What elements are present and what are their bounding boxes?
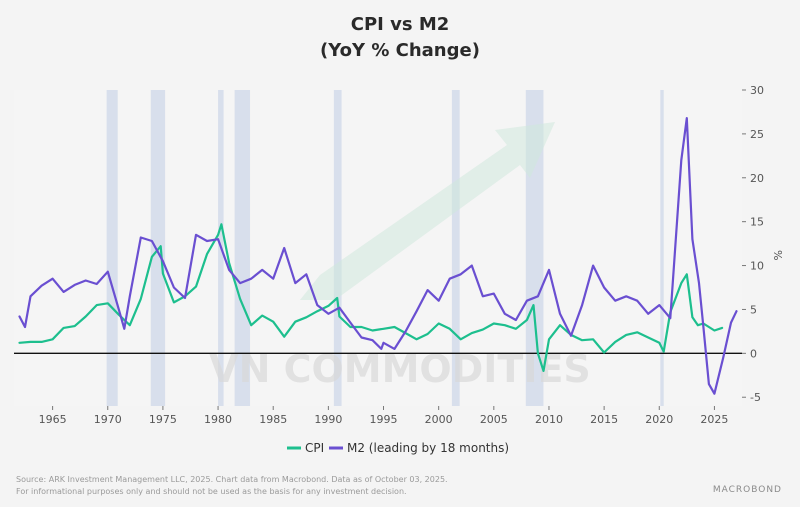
chart-title-block: CPI vs M2 (YoY % Change) <box>0 12 800 64</box>
series-line-m2 <box>18 117 738 395</box>
x-tick-label: 1965 <box>39 413 67 426</box>
chart-footer: Source: ARK Investment Management LLC, 2… <box>16 474 656 498</box>
watermark-text: VN COMMODITIES <box>209 347 591 391</box>
x-tick-label: 2020 <box>645 413 673 426</box>
x-tick-label: 1985 <box>259 413 287 426</box>
y-axis-label: % <box>771 250 784 260</box>
x-tick-label: 1975 <box>149 413 177 426</box>
y-tick-label: 25 <box>750 128 764 141</box>
recession-band <box>234 90 251 406</box>
y-tick-label: 15 <box>750 216 764 229</box>
recession-band <box>333 90 342 406</box>
x-tick-label: 1970 <box>94 413 122 426</box>
macrobond-logo: MACROBOND <box>712 485 782 495</box>
x-tick-label: 2015 <box>590 413 618 426</box>
x-tick-label: 2025 <box>700 413 728 426</box>
recession-band <box>660 90 664 406</box>
recession-band <box>451 90 460 406</box>
source-note: Source: ARK Investment Management LLC, 2… <box>16 475 448 484</box>
y-tick-label: 30 <box>750 84 764 97</box>
watermark-arrow-shape <box>300 122 555 300</box>
legend-label: M2 (leading by 18 months) <box>347 441 509 455</box>
y-tick-label: 5 <box>750 303 757 316</box>
chart-title: CPI vs M2 <box>350 14 450 35</box>
y-tick-label: 20 <box>750 172 764 185</box>
legend-label: CPI <box>305 441 324 455</box>
x-tick-label: 1980 <box>204 413 232 426</box>
disclaimer-note: For informational purposes only and shou… <box>16 487 407 496</box>
x-tick-label: 1995 <box>370 413 398 426</box>
y-tick-label: 10 <box>750 260 764 273</box>
series-line-cpi <box>18 223 724 372</box>
chart-subtitle: (YoY % Change) <box>320 40 480 61</box>
x-tick-label: 2010 <box>535 413 563 426</box>
x-tick-label: 2005 <box>480 413 508 426</box>
y-tick-label: 0 <box>750 347 757 360</box>
recession-band <box>106 90 118 406</box>
y-tick-label: -5 <box>750 391 761 404</box>
x-tick-label: 1990 <box>314 413 342 426</box>
x-tick-label: 2000 <box>425 413 453 426</box>
